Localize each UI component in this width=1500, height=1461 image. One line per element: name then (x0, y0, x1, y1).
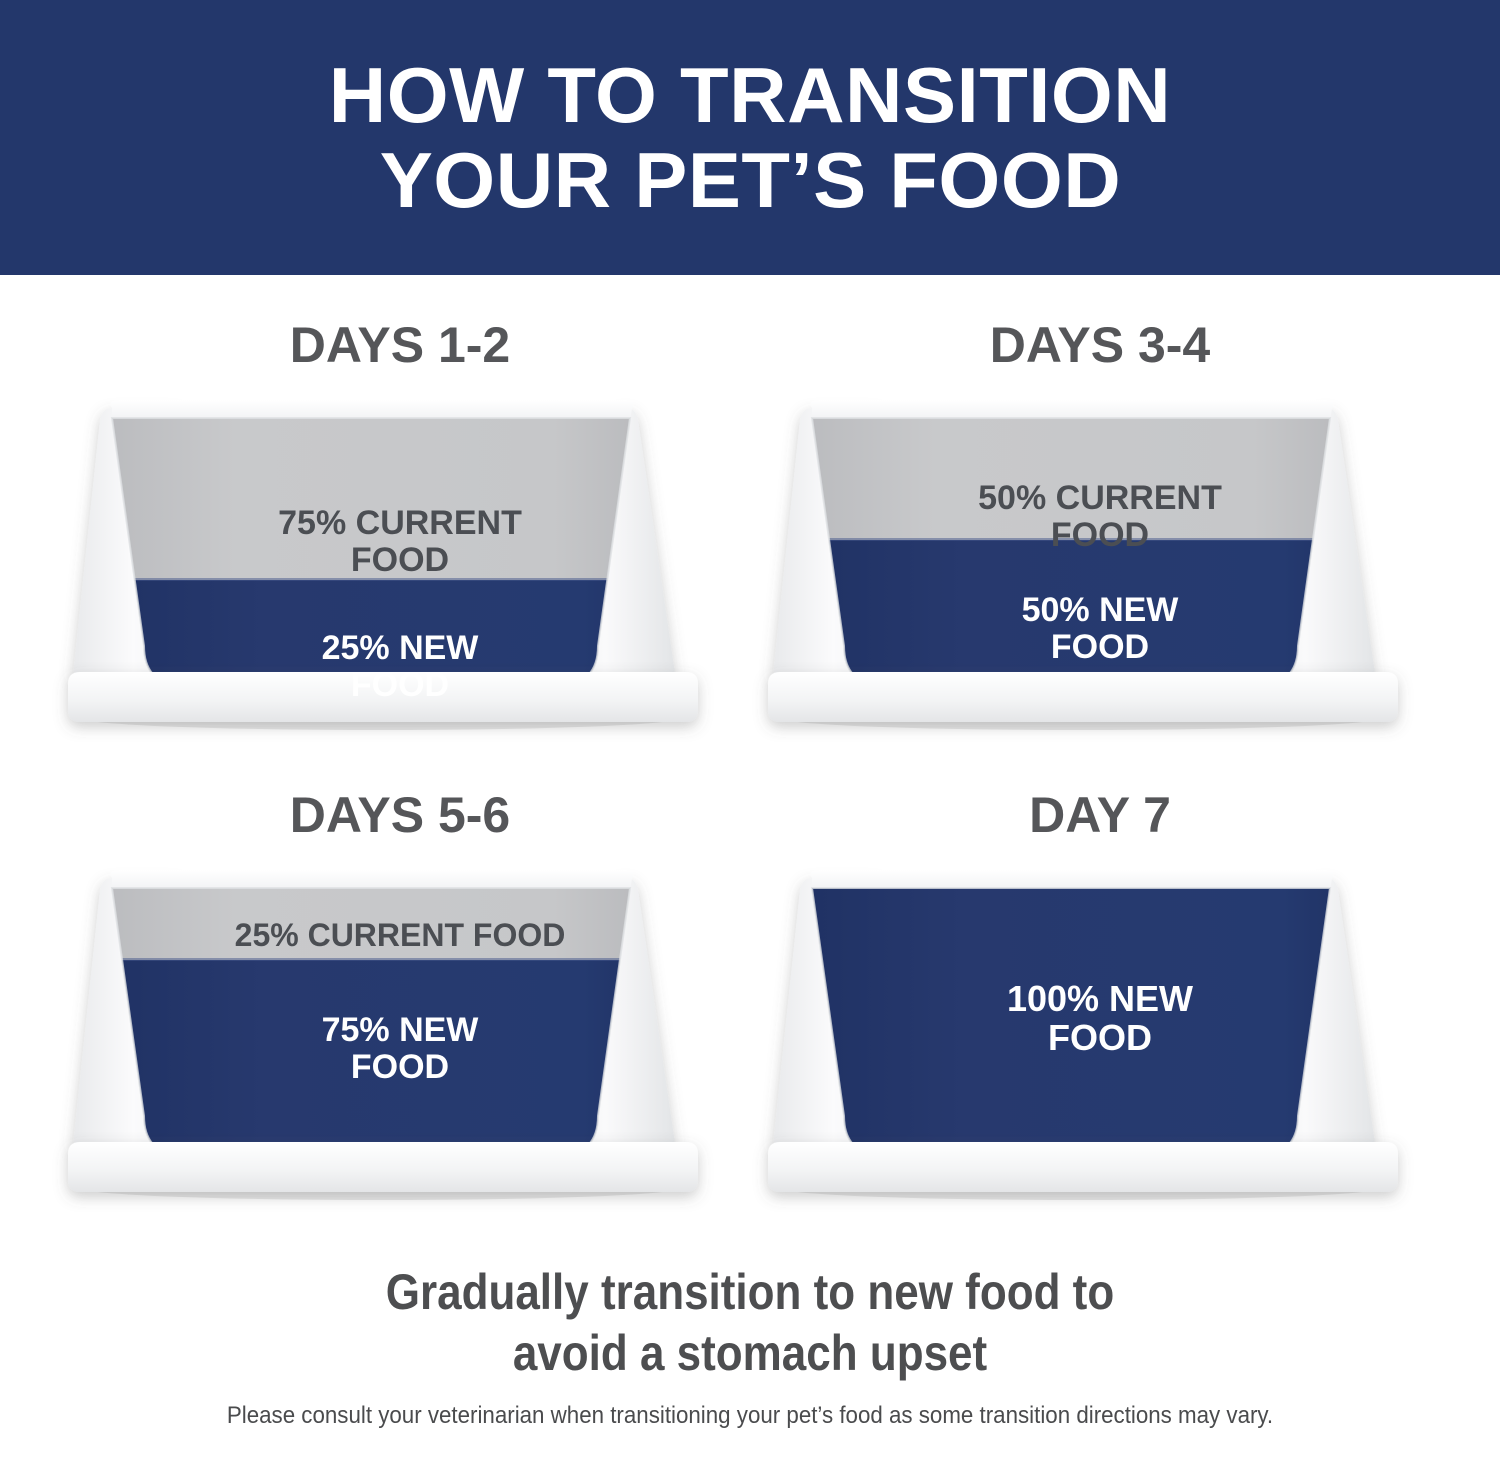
current-food-label: 50% CURRENT FOOD (978, 479, 1222, 554)
tagline-text: Gradually transition to new food to avoi… (385, 1264, 1115, 1381)
footer: Gradually transition to new food to avoi… (0, 1262, 1500, 1461)
new-food-label: 50% NEW FOOD (1021, 591, 1179, 666)
food-bowl-graphic (50, 858, 750, 1228)
food-bowl-graphic (50, 388, 750, 758)
page-title-line-1: HOW TO TRANSITION (328, 51, 1172, 140)
step-day-label: DAYS 3-4 (989, 317, 1211, 373)
current-food-label: 75% CURRENT FOOD (278, 504, 522, 579)
food-bowl-graphic (750, 388, 1450, 758)
header-banner: HOW TO TRANSITION YOUR PET’S FOOD (0, 0, 1500, 275)
new-food-label: 100% NEW FOOD (1006, 978, 1194, 1058)
transition-step-days-3-4: DAYS 3-4 (750, 320, 1450, 790)
disclaimer-text: Please consult your veterinarian when tr… (226, 1402, 1274, 1429)
current-food-label: 25% CURRENT FOOD (234, 917, 566, 953)
new-food-label: 25% NEW FOOD (321, 629, 479, 704)
transition-step-days-1-2: DAYS 1-2 (50, 320, 750, 790)
transition-steps-grid: DAYS 1-2 (0, 275, 1500, 1240)
food-bowl-graphic (750, 858, 1450, 1228)
new-food-label: 75% NEW FOOD (321, 1011, 479, 1086)
step-day-label: DAY 7 (1029, 787, 1171, 843)
transition-step-day-7: DAY 7 (750, 790, 1450, 1260)
page-title-line-2: YOUR PET’S FOOD (379, 135, 1121, 224)
transition-step-days-5-6: DAYS 5-6 (50, 790, 750, 1260)
step-day-label: DAYS 1-2 (289, 317, 511, 373)
step-day-label: DAYS 5-6 (289, 787, 511, 843)
